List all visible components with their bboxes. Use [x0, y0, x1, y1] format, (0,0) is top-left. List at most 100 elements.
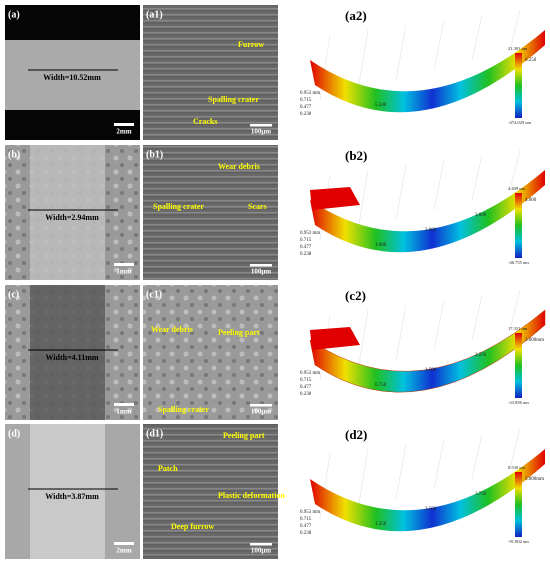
- annotation: Peeling part: [218, 328, 260, 337]
- axis-tick: 3.000mm: [525, 338, 544, 343]
- grid-line: [509, 428, 521, 470]
- grid-line: [357, 448, 369, 510]
- axis-tick: 6.250: [525, 58, 537, 63]
- sem-image: [143, 5, 278, 140]
- annotation: Plastic deformation: [218, 491, 285, 500]
- grid-line: [395, 24, 407, 81]
- annotation: Furrow: [238, 40, 264, 49]
- grid-line: [357, 169, 369, 231]
- axis-label: 0.477: [300, 105, 312, 110]
- axis-label: 0.715: [300, 378, 312, 383]
- width-label: Width=4.11mm: [45, 353, 98, 362]
- panel-label: (b2): [345, 148, 367, 163]
- scale-bar: [114, 542, 134, 545]
- surface-profile: [310, 30, 545, 113]
- scale-bar: [114, 123, 134, 126]
- axis-label: 0.238: [300, 531, 312, 536]
- scale-bar: [250, 543, 272, 546]
- axis-tick: 3.750: [475, 492, 487, 497]
- grid-line: [471, 433, 483, 480]
- axis-tick: 1.000: [375, 243, 387, 248]
- width-label: Width=2.94mm: [45, 213, 99, 222]
- axis-tick: 4.000: [525, 198, 537, 203]
- annotation: Deep furrow: [171, 522, 214, 531]
- scale-label: 1mm: [116, 268, 131, 276]
- axis-tick: 5.000mm: [525, 477, 544, 482]
- sem-image: [143, 145, 278, 280]
- annotation: Peeling part: [223, 431, 265, 440]
- scale-label: 2mm: [116, 547, 131, 555]
- colorbar-max: 4.409 um: [508, 186, 526, 191]
- axis-label: 0.238: [300, 112, 312, 117]
- grid-line: [509, 289, 521, 331]
- wear-track: [30, 285, 105, 420]
- axis-label: 0.477: [300, 524, 312, 529]
- axis-label: 0.238: [300, 392, 312, 397]
- axis-label: 0.715: [300, 238, 312, 243]
- panel-label: (c1): [146, 289, 162, 300]
- surface-profile: [310, 449, 545, 532]
- plateau: [310, 327, 360, 350]
- panel-label: (d1): [146, 428, 163, 439]
- annotation: Wear debris: [151, 325, 193, 334]
- surface-profile: [310, 170, 545, 253]
- scale-bar: [114, 263, 134, 266]
- annotation: Spalling crater: [208, 95, 259, 104]
- axis-label: 0.715: [300, 98, 312, 103]
- axis-label: 0.715: [300, 517, 312, 522]
- colorbar-max: 17.331 um: [508, 326, 528, 331]
- axis-label: 0.953 mm: [300, 91, 320, 96]
- grid-line: [395, 443, 407, 500]
- colorbar-min: -23.856 um: [508, 400, 529, 405]
- sem-image: [143, 424, 278, 559]
- axis-label: 0.953 mm: [300, 231, 320, 236]
- colorbar-max: 8.530 um: [508, 465, 526, 470]
- grid-line: [357, 29, 369, 91]
- grid-line: [433, 159, 445, 211]
- grid-line: [395, 164, 407, 221]
- scale-label: 2mm: [116, 128, 131, 136]
- axis-tick: 1.500: [425, 368, 437, 373]
- panel-label: (b): [8, 149, 20, 160]
- annotation: Spalling crater: [153, 202, 204, 211]
- panel-label: (c2): [345, 288, 366, 303]
- grid-line: [433, 438, 445, 490]
- scale-bar: [250, 124, 272, 127]
- scale-label: 100μm: [251, 408, 271, 416]
- colorbar: [515, 193, 522, 258]
- colorbar: [515, 472, 522, 537]
- annotation: Spalling crater: [158, 405, 209, 414]
- grid-line: [509, 149, 521, 191]
- panel-label: (a1): [146, 9, 163, 20]
- axis-label: 0.477: [300, 385, 312, 390]
- sem-image: [143, 285, 278, 420]
- colorbar: [515, 53, 522, 118]
- scale-bar: [250, 404, 272, 407]
- axis-tick: 1.250: [375, 522, 387, 527]
- scale-label: 100μm: [251, 547, 271, 555]
- axis-tick: 2.250: [475, 353, 487, 358]
- width-label: Width=3.87mm: [45, 492, 99, 501]
- wear-track: [30, 424, 105, 559]
- colorbar-min: -474.029 um: [508, 120, 531, 125]
- grid-line: [471, 294, 483, 341]
- panel-label: (d): [8, 428, 20, 439]
- grid-line: [433, 19, 445, 71]
- panel-label: (c): [8, 289, 19, 300]
- panel-label: (b1): [146, 149, 163, 160]
- wear-track: [5, 40, 140, 110]
- colorbar-min: -46.755 um: [508, 260, 529, 265]
- scale-bar: [114, 403, 134, 406]
- axis-tick: 2.000: [425, 228, 437, 233]
- grid-line: [471, 14, 483, 61]
- surface-profile: [309, 309, 546, 393]
- wear-track: [30, 145, 105, 280]
- axis-label: 0.477: [300, 245, 312, 250]
- axis-tick: 0.750: [375, 383, 387, 388]
- grid-line: [509, 9, 521, 51]
- colorbar-min: -91.802 um: [508, 539, 529, 544]
- grid-line: [395, 304, 407, 361]
- axis-tick: 2.500: [425, 507, 437, 512]
- axis-tick: 5.500: [375, 103, 387, 108]
